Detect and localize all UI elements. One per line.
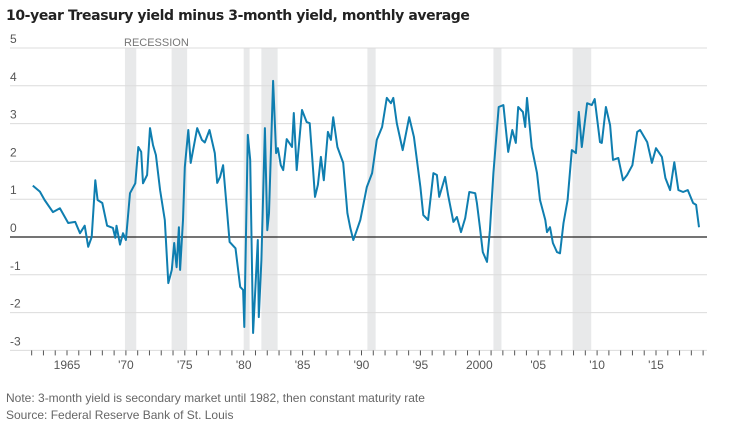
x-axis: 1965 '70 '75 '80 '85 '90 '95 2000 '05 '10 '15 <box>31 350 704 372</box>
y-tick-label: -2 <box>10 297 21 311</box>
y-tick-label: 2 <box>10 145 17 159</box>
x-tick-label: '90 <box>354 358 370 372</box>
series-line <box>32 79 700 334</box>
y-tick-label: 1 <box>10 183 17 197</box>
x-tick-label: '05 <box>530 358 546 372</box>
chart-title: 10-year Treasury yield minus 3-month yie… <box>6 8 470 24</box>
x-tick-label: '10 <box>589 358 605 372</box>
y-gridlines: 5 4 3 2 1 0 -1 -2 -3 <box>10 32 707 351</box>
y-tick-label: -1 <box>10 259 21 273</box>
y-tick-label: 3 <box>10 108 17 122</box>
x-tick-label: '75 <box>177 358 193 372</box>
y-tick-label: 4 <box>10 70 17 84</box>
x-tick-label: '80 <box>236 358 252 372</box>
chart-note: Note: 3-month yield is secondary market … <box>6 391 425 405</box>
x-tick-label: 1965 <box>54 358 81 372</box>
x-tick-label: '95 <box>413 358 429 372</box>
y-tick-label: 0 <box>10 221 17 235</box>
x-tick-label: '70 <box>118 358 134 372</box>
x-tick-label: '85 <box>295 358 311 372</box>
y-tick-label: -3 <box>10 334 21 348</box>
x-tick-label: 2000 <box>466 358 493 372</box>
recession-label: RECESSION <box>124 37 189 49</box>
y-tick-label: 5 <box>10 32 17 46</box>
series-line-group <box>32 79 700 334</box>
chart-source: Source: Federal Reserve Bank of St. Loui… <box>6 408 233 422</box>
x-tick-label: '15 <box>648 358 664 372</box>
